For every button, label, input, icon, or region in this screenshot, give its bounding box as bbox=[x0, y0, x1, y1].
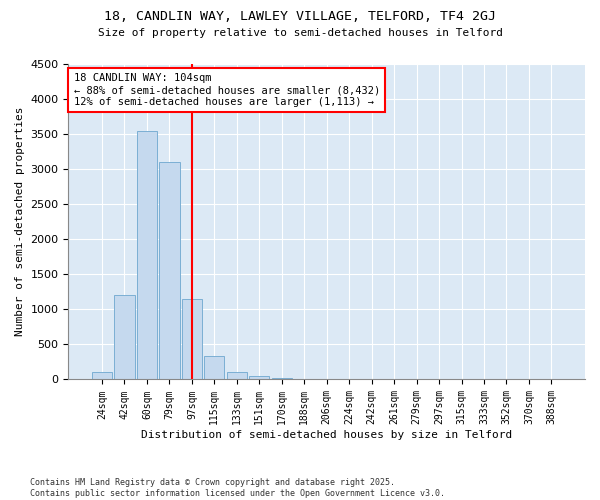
Text: Size of property relative to semi-detached houses in Telford: Size of property relative to semi-detach… bbox=[97, 28, 503, 38]
Bar bbox=[159, 162, 179, 380]
Bar bbox=[115, 296, 134, 380]
Bar bbox=[182, 299, 202, 380]
X-axis label: Distribution of semi-detached houses by size in Telford: Distribution of semi-detached houses by … bbox=[141, 430, 512, 440]
Bar bbox=[204, 356, 224, 380]
Bar bbox=[249, 376, 269, 380]
Text: Contains HM Land Registry data © Crown copyright and database right 2025.
Contai: Contains HM Land Registry data © Crown c… bbox=[30, 478, 445, 498]
Bar bbox=[92, 372, 112, 380]
Bar bbox=[137, 130, 157, 380]
Bar bbox=[227, 372, 247, 380]
Text: 18 CANDLIN WAY: 104sqm
← 88% of semi-detached houses are smaller (8,432)
12% of : 18 CANDLIN WAY: 104sqm ← 88% of semi-det… bbox=[74, 74, 380, 106]
Bar bbox=[272, 378, 292, 380]
Y-axis label: Number of semi-detached properties: Number of semi-detached properties bbox=[15, 107, 25, 336]
Text: 18, CANDLIN WAY, LAWLEY VILLAGE, TELFORD, TF4 2GJ: 18, CANDLIN WAY, LAWLEY VILLAGE, TELFORD… bbox=[104, 10, 496, 23]
